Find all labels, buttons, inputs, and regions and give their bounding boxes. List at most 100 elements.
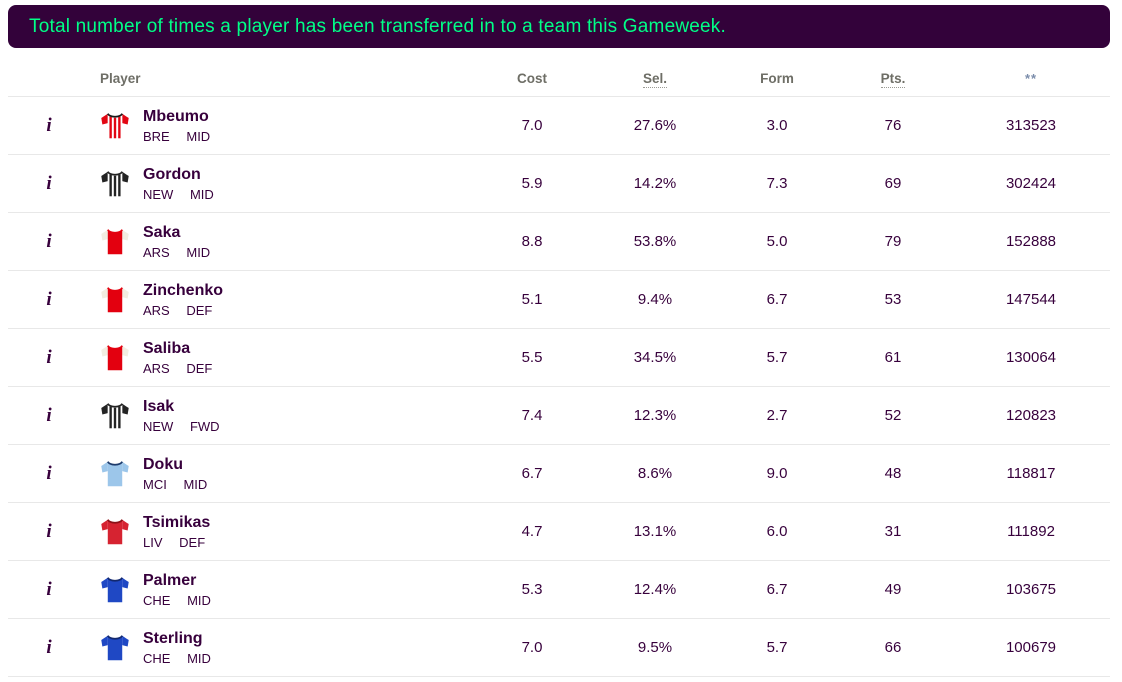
column-header-sel: Sel. <box>590 71 720 88</box>
column-header-pts-label[interactable]: Pts. <box>880 71 906 88</box>
player-info-button[interactable]: i <box>46 232 51 251</box>
player-team: NEW <box>143 186 174 202</box>
player-selected-pct: 53.8% <box>633 233 677 250</box>
player-info-button[interactable]: i <box>46 348 51 367</box>
player-name: Isak <box>143 397 175 415</box>
player-info-button[interactable]: i <box>46 116 51 135</box>
column-header-sel-label[interactable]: Sel. <box>642 71 667 88</box>
team-shirt-icon <box>100 112 130 139</box>
player-cost: 7.4 <box>521 407 543 424</box>
player-info-button[interactable]: i <box>46 580 51 599</box>
info-icon: i <box>46 579 52 600</box>
player-selected-pct: 34.5% <box>633 349 677 366</box>
team-shirt-icon <box>100 286 130 313</box>
player-row: i Zinchenko ARS DEF <box>8 271 1110 329</box>
team-shirt-icon <box>100 170 130 197</box>
info-icon: i <box>46 347 52 368</box>
team-shirt-icon <box>100 228 130 255</box>
column-header-transfers-in-label: ** <box>1024 71 1038 86</box>
player-transfers-in: 302424 <box>1005 175 1057 192</box>
player-row: i Saka ARS MID <box>8 213 1110 271</box>
player-cost: 7.0 <box>521 117 543 134</box>
player-row: i Saliba ARS DEF <box>8 329 1110 387</box>
player-cell: Sterling CHE MID <box>90 629 474 667</box>
player-name: Palmer <box>143 571 197 589</box>
player-info-button[interactable]: i <box>46 290 51 309</box>
player-stats-table: Player Cost Sel. Form Pts. ** i <box>8 48 1110 677</box>
info-icon: i <box>46 173 52 194</box>
player-meta: MCI MID <box>143 477 207 493</box>
player-team: LIV <box>143 534 163 550</box>
player-position: MID <box>186 128 211 144</box>
info-icon: i <box>46 463 52 484</box>
column-header-cost-label: Cost <box>517 71 547 86</box>
player-name: Gordon <box>143 165 201 183</box>
player-team: ARS <box>143 302 170 318</box>
player-form: 5.7 <box>766 349 788 366</box>
player-points: 49 <box>884 581 902 598</box>
player-transfers-in: 111892 <box>1007 523 1055 540</box>
player-position: MID <box>183 476 208 492</box>
player-form: 6.7 <box>766 291 788 308</box>
player-selected-pct: 13.1% <box>633 523 677 540</box>
player-cell: Tsimikas LIV DEF <box>90 513 474 551</box>
player-transfers-in: 103675 <box>1005 581 1057 598</box>
player-points: 53 <box>884 291 902 308</box>
player-cell: Zinchenko ARS DEF <box>90 281 474 319</box>
player-form: 7.3 <box>766 175 788 192</box>
player-cell: Gordon NEW MID <box>90 165 474 203</box>
info-icon: i <box>46 521 52 542</box>
player-selected-pct: 9.5% <box>637 639 673 656</box>
player-info-button[interactable]: i <box>46 464 51 483</box>
player-name: Saliba <box>143 339 191 357</box>
player-position: MID <box>186 244 211 260</box>
player-team: ARS <box>143 244 170 260</box>
player-selected-pct: 12.4% <box>633 581 677 598</box>
player-transfers-in: 147544 <box>1005 291 1057 308</box>
player-transfers-in: 130064 <box>1005 349 1057 366</box>
player-info-button[interactable]: i <box>46 174 51 193</box>
player-selected-pct: 27.6% <box>633 117 677 134</box>
player-points: 61 <box>884 349 902 366</box>
player-points: 69 <box>884 175 902 192</box>
player-meta: ARS DEF <box>143 361 212 377</box>
player-form: 6.7 <box>766 581 788 598</box>
player-points: 52 <box>884 407 902 424</box>
player-form: 6.0 <box>766 523 788 540</box>
info-icon: i <box>46 231 52 252</box>
info-icon: i <box>46 637 52 658</box>
player-position: MID <box>187 650 211 666</box>
player-points: 79 <box>884 233 902 250</box>
player-form: 3.0 <box>766 117 788 134</box>
info-icon: i <box>46 115 52 136</box>
player-cost: 5.5 <box>521 349 543 366</box>
player-form: 2.7 <box>766 407 788 424</box>
player-meta: ARS DEF <box>143 303 223 319</box>
table-body: i Mbeumo BRE MID <box>8 97 1110 677</box>
player-cost: 5.9 <box>521 175 543 192</box>
team-shirt-icon <box>100 518 130 545</box>
player-points: 66 <box>884 639 902 656</box>
transfers-info-text: Total number of times a player has been … <box>29 15 726 37</box>
player-transfers-in: 100679 <box>1005 639 1057 656</box>
player-cell: Saka ARS MID <box>90 223 474 261</box>
player-team: MCI <box>143 476 167 492</box>
player-team: CHE <box>143 650 171 666</box>
player-name: Sterling <box>143 629 203 647</box>
player-row: i Isak NEW FWD <box>8 387 1110 445</box>
player-form: 5.0 <box>766 233 788 250</box>
player-info-button[interactable]: i <box>46 406 51 425</box>
player-cost: 4.7 <box>521 523 543 540</box>
player-info-button[interactable]: i <box>46 638 51 657</box>
player-meta: BRE MID <box>143 129 210 145</box>
player-cell: Doku MCI MID <box>90 455 474 493</box>
player-name: Zinchenko <box>143 281 224 299</box>
player-points: 31 <box>884 523 902 540</box>
player-transfers-in: 118817 <box>1006 465 1056 482</box>
player-info-button[interactable]: i <box>46 522 51 541</box>
player-team: ARS <box>143 360 170 376</box>
player-transfers-in: 152888 <box>1005 233 1057 250</box>
player-meta: CHE MID <box>143 651 211 667</box>
player-name: Saka <box>143 223 181 241</box>
team-shirt-icon <box>100 344 130 371</box>
